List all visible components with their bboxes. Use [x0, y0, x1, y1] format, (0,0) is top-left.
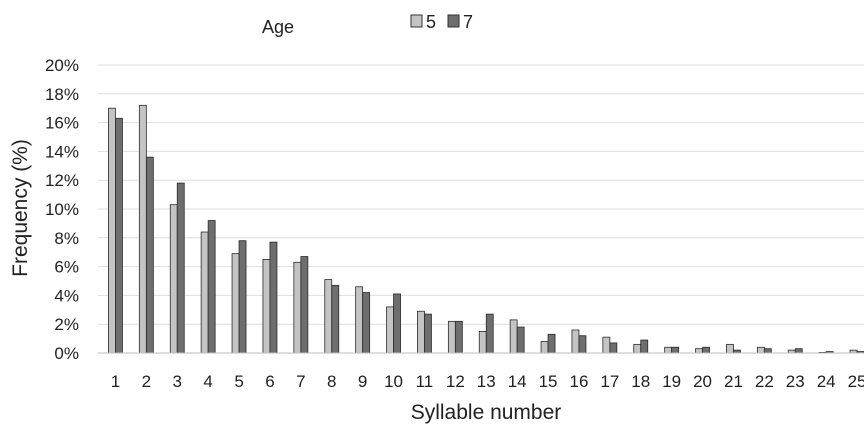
x-tick-label: 4 [203, 372, 212, 391]
bar-age-5-syllable-5 [231, 253, 240, 354]
bar-age-5-syllable-3 [169, 204, 178, 354]
y-tick-label: 8% [54, 229, 79, 248]
bar-age-5-syllable-4 [200, 231, 209, 354]
bar-age-5-syllable-13 [478, 330, 487, 354]
x-tick-label: 24 [817, 372, 836, 391]
bar-age-5-syllable-7 [293, 261, 302, 354]
bar-age-5-syllable-15 [540, 341, 549, 354]
bar-age-5-syllable-18 [633, 343, 642, 354]
bar-age-5-syllable-2 [138, 104, 147, 354]
x-tick-label: 1 [111, 372, 120, 391]
x-tick-label: 9 [358, 372, 367, 391]
x-tick-label: 23 [786, 372, 805, 391]
x-tick-label: 18 [631, 372, 650, 391]
x-tick-label: 16 [569, 372, 588, 391]
bar-age-7-syllable-8 [331, 284, 340, 354]
x-tick-label: 19 [662, 372, 681, 391]
x-tick-label: 21 [724, 372, 743, 391]
x-tick-label: 3 [173, 372, 182, 391]
bar-age-5-syllable-6 [262, 258, 271, 354]
bar-age-5-syllable-9 [355, 286, 364, 354]
x-tick-label: 17 [600, 372, 619, 391]
bar-age-7-syllable-11 [424, 313, 432, 354]
legend-swatch-7 [447, 14, 460, 28]
x-tick-labels: 1 2 3 4 5 6 7 8 9 10 11 12 13 14 15 16 17 18 19 20 21 22 23 24 2… [111, 372, 864, 391]
x-tick-label: 12 [446, 372, 465, 391]
bar-age-7-syllable-15 [547, 333, 556, 354]
y-tick-label: 14% [45, 142, 79, 161]
y-axis-title: Frequency (%) [9, 139, 32, 277]
y-tick-label: 4% [54, 286, 79, 305]
x-tick-label: 20 [693, 372, 712, 391]
bar-age-7-syllable-19 [671, 346, 680, 354]
x-tick-label: 10 [384, 372, 403, 391]
bar-age-5-syllable-20 [695, 348, 703, 354]
bar-age-5-syllable-19 [664, 346, 673, 354]
bar-age-7-syllable-4 [207, 220, 216, 354]
bar-age-5-syllable-16 [571, 329, 580, 354]
bar-age-7-syllable-22 [763, 348, 772, 354]
legend-title: Age [262, 17, 294, 37]
x-tick-label: 15 [539, 372, 558, 391]
x-tick-label: 14 [508, 372, 527, 391]
bar-age-7-syllable-20 [702, 346, 710, 354]
legend: Age 5 7 [262, 12, 473, 37]
y-tick-label: 2% [54, 315, 79, 334]
bar-age-7-syllable-1 [115, 117, 123, 354]
bar-age-5-syllable-1 [108, 107, 116, 354]
bar-age-7-syllable-16 [578, 335, 587, 354]
x-tick-label: 5 [234, 372, 243, 391]
bar-age-5-syllable-12 [447, 320, 456, 354]
bar-age-7-syllable-6 [269, 241, 278, 354]
bar-age-7-syllable-3 [176, 182, 185, 354]
x-tick-label: 13 [477, 372, 496, 391]
x-tick-label: 25 [848, 372, 864, 391]
bar-age-7-syllable-9 [362, 292, 371, 354]
bar-age-5-syllable-8 [324, 279, 333, 354]
y-tick-labels: 0% 2% 4% 6% 8% 10% 12% 14% 16% 18% 20% [45, 56, 79, 363]
legend-label-5: 5 [426, 12, 436, 32]
y-tick-label: 0% [54, 344, 79, 363]
bar-age-7-syllable-23 [794, 348, 803, 354]
y-tick-label: 6% [54, 258, 79, 277]
bar-age-7-syllable-10 [393, 293, 401, 354]
bar-age-7-syllable-17 [609, 342, 618, 354]
x-axis-title: Syllable number [411, 401, 562, 424]
bar-age-5-syllable-21 [726, 343, 734, 354]
legend-swatch-5 [410, 14, 423, 28]
y-tick-label: 10% [45, 200, 79, 219]
bar-age-7-syllable-7 [300, 256, 309, 354]
x-tick-label: 2 [142, 372, 151, 391]
x-tick-label: 7 [296, 372, 305, 391]
x-tick-label: 22 [755, 372, 774, 391]
y-tick-label: 18% [45, 85, 79, 104]
y-tick-label: 20% [45, 56, 79, 75]
x-tick-label: 11 [416, 372, 434, 391]
bar-age-7-syllable-18 [640, 339, 649, 354]
bar-age-5-syllable-11 [417, 310, 425, 354]
gridlines [98, 64, 864, 325]
bar-age-7-syllable-5 [238, 240, 247, 354]
y-tick-label: 12% [45, 171, 79, 190]
y-tick-label: 16% [45, 114, 79, 133]
x-tick-label: 8 [327, 372, 336, 391]
bar-age-5-syllable-14 [509, 319, 518, 354]
bar-age-7-syllable-2 [145, 156, 154, 354]
bar-age-7-syllable-12 [454, 320, 463, 354]
bars [108, 104, 864, 354]
bar-age-5-syllable-17 [602, 336, 611, 354]
legend-label-7: 7 [463, 12, 473, 32]
x-tick-label: 6 [265, 372, 274, 391]
bar-age-5-syllable-10 [386, 306, 394, 354]
bar-age-5-syllable-22 [756, 346, 765, 354]
bar-age-7-syllable-14 [516, 326, 525, 354]
bar-age-7-syllable-13 [485, 313, 494, 354]
